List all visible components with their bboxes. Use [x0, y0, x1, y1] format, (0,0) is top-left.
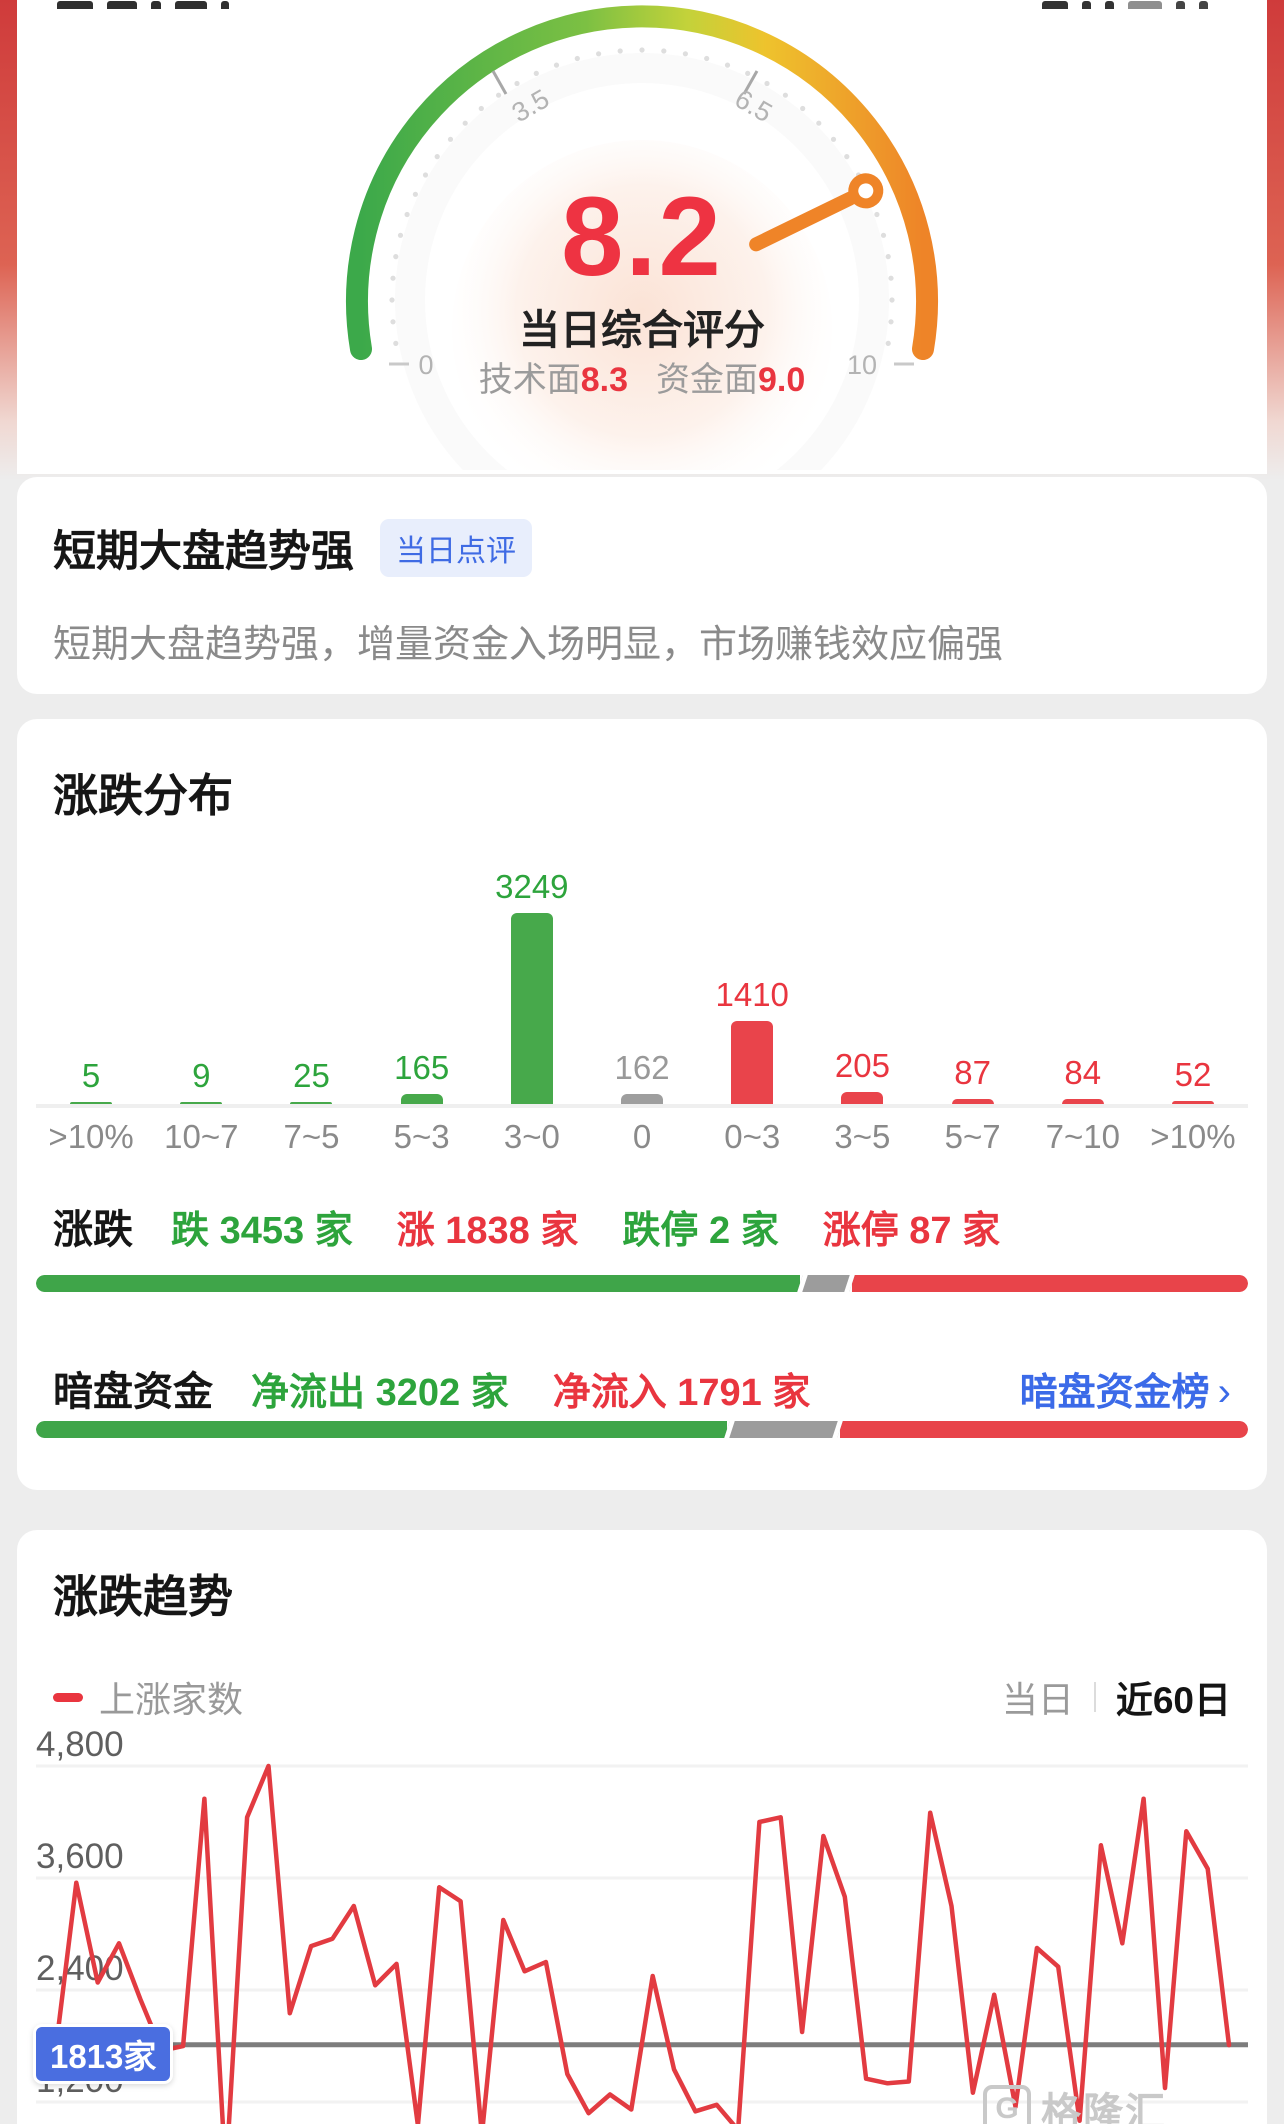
gauge-arc	[346, 5, 938, 360]
dark-pool-progress-bar	[36, 1421, 1248, 1438]
dist-bar-10: 52	[1138, 859, 1248, 1104]
tab-60-days[interactable]: 近60日	[1115, 1680, 1231, 1721]
limit-down-count: 跌停 2 家	[622, 1209, 779, 1252]
comment-text: 短期大盘趋势强，增量资金入场明显，市场赚钱效应偏强	[53, 624, 1004, 666]
limit-up-count: 涨停 87 家	[822, 1209, 1001, 1252]
fund-score-label: 资金面	[656, 361, 758, 399]
cut-off-header-left[interactable]	[57, 0, 229, 9]
daily-comment-card: 短期大盘趋势强 当日点评 短期大盘趋势强，增量资金入场明显，市场赚钱效应偏强	[17, 477, 1267, 694]
tab-today[interactable]: 当日	[1001, 1679, 1074, 1720]
dark-pool-label: 暗盘资金	[53, 1370, 213, 1414]
svg-text:4,800: 4,800	[36, 1725, 124, 1764]
dist-bar-5: 162	[587, 859, 697, 1104]
dark-pool-row: 暗盘资金 净流出 3202 家 净流入 1791 家 暗盘资金榜 ›	[53, 1359, 1231, 1417]
gauge-needle	[749, 173, 884, 252]
current-value-badge: 1813家	[33, 2023, 174, 2084]
svg-text:3,600: 3,600	[36, 1837, 124, 1876]
score-gauge: 3.5 6.5 0 10	[346, 5, 938, 470]
comment-title: 短期大盘趋势强	[53, 528, 354, 576]
gauge-inner-ring	[395, 53, 889, 470]
tech-score-label: 技术面	[478, 361, 581, 399]
gauge-tick-6-5	[742, 70, 759, 95]
dist-category-0: >10%	[48, 1118, 134, 1155]
trend-tabs: 当日 近60日	[1002, 1670, 1231, 1724]
net-outflow: 净流出 3202 家	[251, 1371, 509, 1414]
trend-title: 涨跌趋势	[53, 1571, 234, 1622]
tech-score-value: 8.3	[580, 361, 628, 399]
dist-category-7: 3~5	[834, 1118, 891, 1155]
gauge-card: 3.5 6.5 0 10 8.2 当日综合评分 技术面8.3 资金面9.0	[17, 0, 1267, 474]
dist-bar-9: 84	[1028, 859, 1138, 1104]
dist-bar-3: 165	[367, 859, 477, 1104]
updown-stats-row: 涨跌 跌 3453 家 涨 1838 家 跌停 2 家 涨停 87 家	[53, 1197, 1231, 1255]
gauge-score: 8.2	[561, 174, 723, 299]
dist-category-8: 5~7	[944, 1118, 1001, 1155]
dist-category-6: 0~3	[724, 1118, 781, 1155]
dist-category-10: >10%	[1150, 1118, 1236, 1155]
trend-legend-row: 上涨家数 当日 近60日	[53, 1670, 1231, 1724]
dist-category-2: 7~5	[283, 1118, 340, 1155]
distribution-bar-chart: 5 9 25 165 3249 162 1410 205 87 84 52 >10% 10~7 7~5 5…	[36, 859, 1248, 1156]
distribution-card: 涨跌分布 5 9 25 165 3249 162 1410 205 87 84 52 >10% 10~…	[17, 719, 1267, 1490]
gauge-center-glow	[452, 140, 832, 470]
comment-badge: 当日点评	[380, 519, 532, 577]
dist-category-3: 5~3	[393, 1118, 450, 1155]
dist-bar-1: 9	[146, 859, 256, 1104]
watermark: G 格隆汇	[983, 2080, 1167, 2124]
dist-bar-8: 87	[918, 859, 1028, 1104]
legend-label: 上涨家数	[99, 1679, 244, 1720]
dist-category-4: 3~0	[503, 1118, 560, 1155]
legend-line-icon	[53, 1692, 83, 1702]
dist-bar-6: 1410	[697, 859, 807, 1104]
gauge-tick-3-5	[491, 70, 508, 95]
down-count: 跌 3453 家	[171, 1209, 353, 1252]
net-inflow: 净流入 1791 家	[552, 1371, 811, 1414]
gauge-subscores: 技术面8.3 资金面9.0	[17, 352, 1267, 401]
distribution-title: 涨跌分布	[53, 770, 234, 821]
cut-off-header-right[interactable]	[1042, 0, 1208, 9]
updown-label: 涨跌	[53, 1208, 133, 1252]
gauge-max-label: 10	[847, 350, 877, 380]
dark-pool-rank-link[interactable]: 暗盘资金榜 ›	[1019, 1369, 1231, 1414]
gauge-tick-dots	[389, 47, 895, 346]
dist-bar-0: 5	[36, 859, 146, 1104]
dist-bar-7: 205	[807, 859, 917, 1104]
dist-bar-4: 3249	[477, 859, 587, 1104]
dist-category-5: 0	[632, 1118, 652, 1155]
dist-category-9: 7~10	[1045, 1118, 1120, 1155]
gelonghui-logo-icon: G	[983, 2085, 1031, 2124]
watermark-text: 格隆汇	[1041, 2091, 1167, 2124]
fund-score-value: 9.0	[758, 361, 806, 399]
gauge-min-label: 0	[418, 350, 433, 380]
updown-progress-bar	[36, 1275, 1248, 1292]
gauge-score-title: 当日综合评分	[519, 307, 765, 353]
up-count: 涨 1838 家	[396, 1209, 579, 1252]
dist-category-1: 10~7	[164, 1118, 239, 1155]
dist-bar-2: 25	[256, 859, 366, 1104]
tab-divider	[1093, 1682, 1096, 1712]
chevron-right-icon: ›	[1217, 1369, 1231, 1414]
svg-text:2,400: 2,400	[36, 1949, 124, 1988]
